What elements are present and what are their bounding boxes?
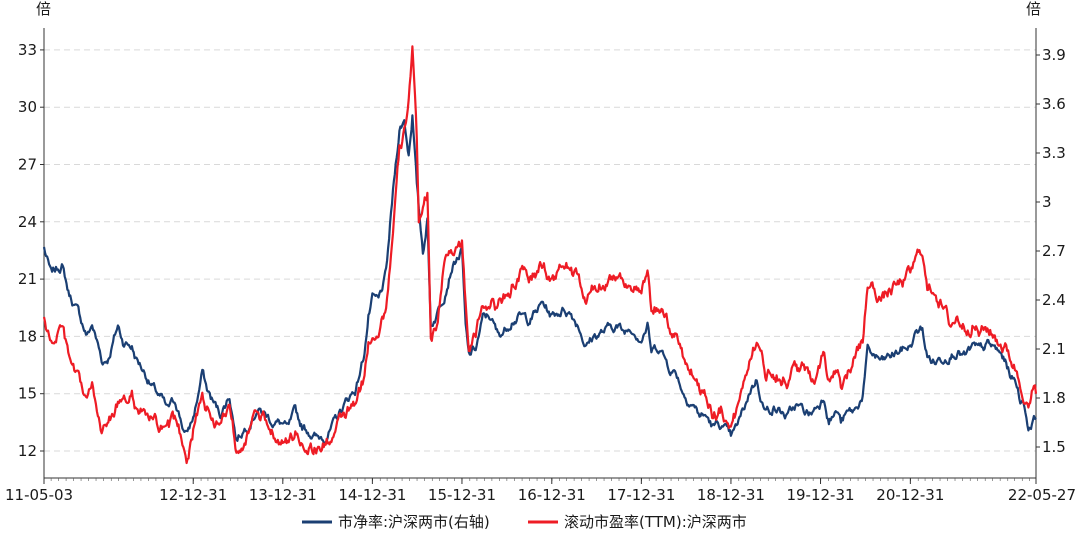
x-tick-label: 18-12-31	[697, 486, 765, 504]
left-tick-label: 21	[18, 270, 37, 288]
legend-label: 市净率:沪深两市(右轴)	[338, 513, 490, 531]
x-tick-label: 17-12-31	[607, 486, 675, 504]
x-tick-label: 20-12-31	[876, 486, 944, 504]
left-tick-label: 24	[18, 213, 37, 231]
right-tick-label: 2.1	[1042, 340, 1066, 358]
right-tick-label: 3	[1042, 193, 1052, 211]
x-tick-label: 12-12-31	[159, 486, 227, 504]
x-tick-label: 15-12-31	[428, 486, 496, 504]
legend-item-pe: 滚动市盈率(TTM):沪深两市	[528, 513, 747, 531]
left-tick-label: 18	[18, 327, 37, 345]
legend: 市净率:沪深两市(右轴) 滚动市盈率(TTM):沪深两市	[302, 513, 747, 531]
x-tick-label: 16-12-31	[518, 486, 586, 504]
right-tick-label: 3.3	[1042, 144, 1066, 162]
x-tick-label: 22-05-27	[1008, 486, 1076, 504]
right-tick-label: 1.5	[1042, 438, 1066, 456]
left-axis-unit: 倍	[36, 0, 51, 18]
legend-label: 滚动市盈率(TTM):沪深两市	[564, 513, 747, 531]
right-tick-label: 3.9	[1042, 46, 1066, 64]
x-tick-label: 11-05-03	[5, 486, 73, 504]
x-tick-label: 14-12-31	[338, 486, 406, 504]
series-lines	[42, 45, 1038, 465]
axes: 12 15 18 21 24 27 30 33 1.5 1.8 2.1 2.4 2.7 3 3.3 3.6 3.…	[5, 28, 1076, 504]
left-tick-label: 12	[18, 442, 37, 460]
right-tick-label: 1.8	[1042, 389, 1066, 407]
right-tick-label: 2.7	[1042, 242, 1066, 260]
right-axis-unit: 倍	[1026, 0, 1041, 18]
legend-item-pb: 市净率:沪深两市(右轴)	[302, 513, 490, 531]
left-tick-label: 15	[18, 385, 37, 403]
x-tick-label: 13-12-31	[249, 486, 317, 504]
right-tick-label: 3.6	[1042, 95, 1066, 113]
x-tick-label: 19-12-31	[786, 486, 854, 504]
pb-series-line	[42, 114, 1037, 445]
left-tick-label: 27	[18, 156, 37, 174]
pe-series-line	[42, 45, 1038, 465]
right-tick-label: 2.4	[1042, 291, 1066, 309]
grid-lines	[44, 49, 1036, 452]
left-tick-label: 33	[18, 41, 37, 59]
left-tick-label: 30	[18, 98, 37, 116]
